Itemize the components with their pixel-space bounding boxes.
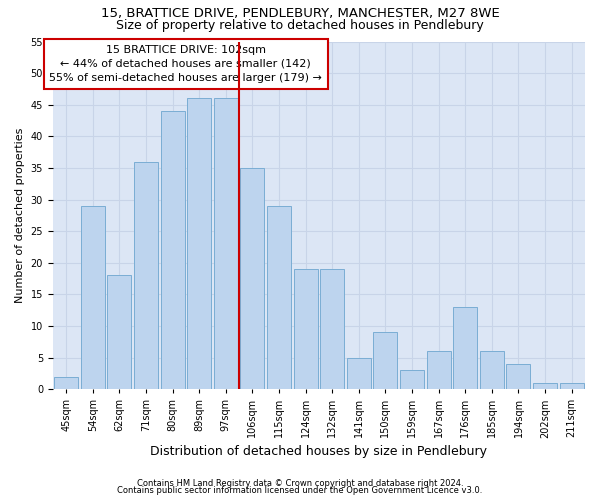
Bar xyxy=(400,370,424,389)
Text: Contains HM Land Registry data © Crown copyright and database right 2024.: Contains HM Land Registry data © Crown c… xyxy=(137,478,463,488)
Bar xyxy=(320,269,344,389)
Y-axis label: Number of detached properties: Number of detached properties xyxy=(15,128,25,303)
X-axis label: Distribution of detached houses by size in Pendlebury: Distribution of detached houses by size … xyxy=(151,444,487,458)
Text: Contains public sector information licensed under the Open Government Licence v3: Contains public sector information licen… xyxy=(118,486,482,495)
Bar xyxy=(560,383,584,389)
Bar xyxy=(81,206,104,389)
Bar xyxy=(427,351,451,389)
Bar xyxy=(241,168,265,389)
Bar xyxy=(453,307,477,389)
Bar xyxy=(161,111,185,389)
Bar xyxy=(347,358,371,389)
Bar xyxy=(107,276,131,389)
Bar xyxy=(187,98,211,389)
Text: Size of property relative to detached houses in Pendlebury: Size of property relative to detached ho… xyxy=(116,18,484,32)
Bar xyxy=(373,332,397,389)
Bar xyxy=(214,98,238,389)
Bar xyxy=(480,351,504,389)
Bar xyxy=(267,206,291,389)
Bar xyxy=(506,364,530,389)
Bar xyxy=(533,383,557,389)
Bar xyxy=(293,269,317,389)
Text: 15 BRATTICE DRIVE: 102sqm
← 44% of detached houses are smaller (142)
55% of semi: 15 BRATTICE DRIVE: 102sqm ← 44% of detac… xyxy=(49,45,322,83)
Bar xyxy=(54,376,78,389)
Text: 15, BRATTICE DRIVE, PENDLEBURY, MANCHESTER, M27 8WE: 15, BRATTICE DRIVE, PENDLEBURY, MANCHEST… xyxy=(101,8,499,20)
Bar xyxy=(134,162,158,389)
